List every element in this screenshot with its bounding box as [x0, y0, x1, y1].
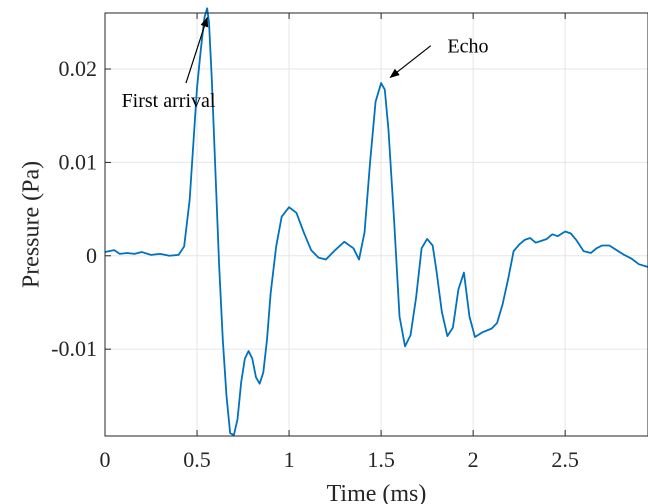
axis-ticks: 0 0.5 1 1.5 2 2.5 -0.01 0 0.01 0.02 [51, 13, 579, 472]
y-axis-label: Pressure (Pa) [18, 161, 44, 288]
x-tick-label: 1 [284, 447, 295, 472]
annotation-text: First arrival [122, 90, 216, 112]
x-tick-label: 0 [100, 447, 111, 472]
x-tick-label: 0.5 [183, 447, 211, 472]
y-tick-label: 0.01 [59, 149, 98, 174]
annotation-text: Echo [447, 36, 488, 58]
y-tick-label: -0.01 [51, 336, 97, 361]
plot-frame [104, 12, 648, 437]
x-tick-label: 2.5 [551, 447, 579, 472]
pressure-series-line [104, 7, 648, 436]
x-tick-label: 1.5 [367, 447, 395, 472]
annotation-arrow [389, 45, 432, 79]
x-tick-label: 2 [468, 447, 479, 472]
annotations: First arrival Echo [122, 16, 488, 112]
x-axis-label: Time (ms) [327, 481, 427, 504]
annotation-arrow [185, 16, 209, 84]
y-tick-label: 0 [86, 243, 97, 268]
y-tick-label: 0.02 [59, 56, 98, 81]
